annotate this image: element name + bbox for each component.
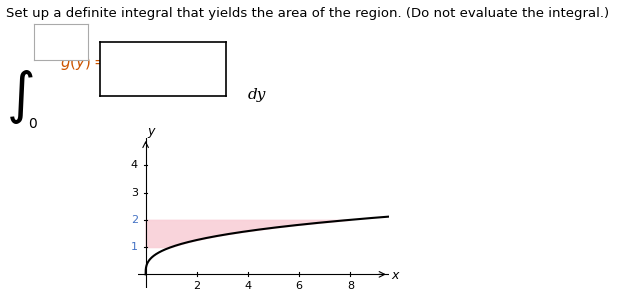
Text: 4: 4	[245, 281, 251, 291]
Text: dy: dy	[248, 88, 266, 101]
Text: 0: 0	[28, 117, 37, 131]
Text: y: y	[147, 125, 154, 138]
Text: 2: 2	[131, 215, 138, 225]
Text: 3: 3	[131, 188, 138, 197]
Text: 8: 8	[347, 281, 354, 291]
Text: 4: 4	[131, 160, 138, 170]
Text: $g(y) = y^3$: $g(y) = y^3$	[60, 51, 127, 73]
Text: Set up a definite integral that yields the area of the region. (Do not evaluate : Set up a definite integral that yields t…	[6, 7, 609, 20]
Text: 2: 2	[193, 281, 201, 291]
Text: x: x	[391, 269, 399, 282]
Text: 6: 6	[296, 281, 303, 291]
Text: 1: 1	[131, 242, 138, 252]
Text: $\int$: $\int$	[6, 68, 34, 126]
